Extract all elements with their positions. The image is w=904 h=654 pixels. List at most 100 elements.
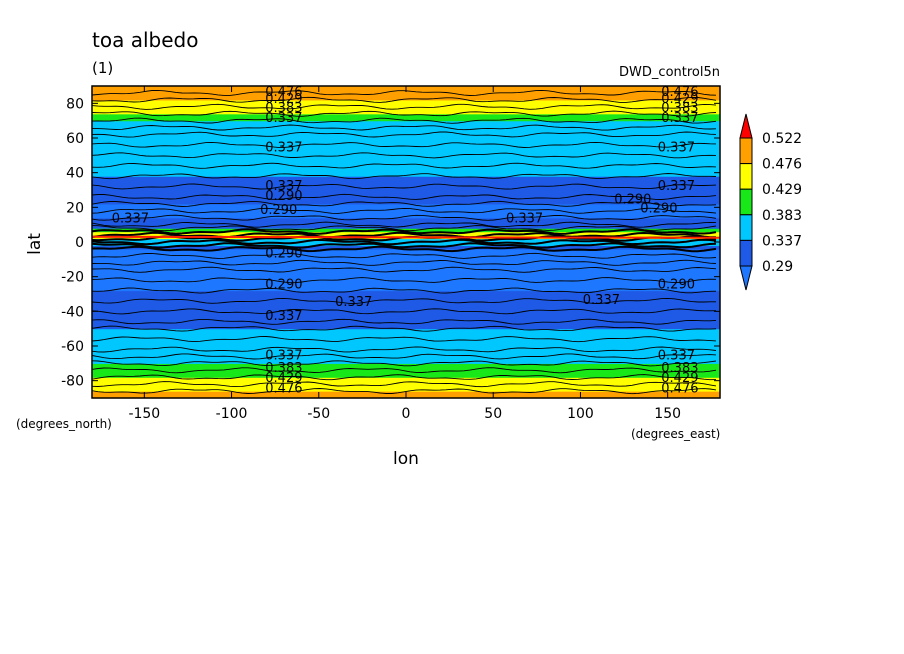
- contour-line: [91, 367, 717, 374]
- contour-line: [91, 336, 717, 343]
- contour-line: [91, 103, 717, 110]
- contour-line: [91, 110, 717, 117]
- contour-label: 0.476: [265, 85, 302, 100]
- contour-label: 0.290: [640, 201, 677, 216]
- contour-line: [91, 259, 717, 266]
- contour-label: 0.290: [265, 246, 302, 261]
- contour-label: 0.476: [661, 85, 698, 100]
- colorbar-label: 0.429: [762, 182, 802, 198]
- albedo-band: [92, 144, 720, 156]
- x-units-label: (degrees_east): [631, 427, 720, 441]
- albedo-band: [92, 210, 720, 219]
- y-tick-label: -60: [61, 339, 84, 355]
- contour-line: [91, 214, 717, 221]
- contour-line: [91, 287, 717, 294]
- x-tick-label: 50: [484, 406, 502, 422]
- contour-label: 0.337: [658, 179, 695, 194]
- contour-line: [91, 238, 717, 246]
- albedo-band: [92, 134, 720, 146]
- y-tick-label: 40: [66, 166, 84, 182]
- contour-line: [91, 318, 717, 325]
- x-axis-label: lon: [393, 449, 419, 469]
- contour-label: 0.337: [658, 349, 695, 364]
- albedo-band: [92, 127, 720, 136]
- contour-line: [91, 374, 717, 381]
- contour-label: 0.337: [335, 295, 372, 310]
- contour-line: [91, 266, 717, 273]
- contour-line: [91, 277, 717, 284]
- x-tick-label: -100: [216, 406, 248, 422]
- contour-label: 0.337: [265, 111, 302, 126]
- albedo-band: [92, 384, 720, 392]
- albedo-band: [92, 120, 720, 129]
- albedo-band: [92, 165, 720, 177]
- contour-line: [91, 360, 717, 367]
- albedo-band: [92, 176, 720, 188]
- albedo-band: [92, 92, 720, 101]
- contour-line: [91, 96, 717, 103]
- chart-title: toa albedo: [92, 28, 198, 52]
- albedo-band: [92, 311, 720, 323]
- albedo-band: [92, 300, 720, 312]
- albedo-band: [92, 155, 720, 167]
- colorbar-min-arrow: [739, 265, 753, 291]
- albedo-band: [92, 321, 720, 330]
- plot-area: 0.4760.4290.3830.3370.3370.3370.2900.290…: [91, 85, 721, 399]
- albedo-band: [92, 242, 720, 247]
- albedo-band: [92, 248, 720, 257]
- colorbar-swatch: [739, 163, 753, 190]
- y-axis-label: lat: [25, 233, 45, 255]
- y-axis-ticks: -80 -60 -40 -20 0 20 40 60 80: [61, 96, 720, 390]
- contour-line: [91, 141, 717, 148]
- albedo-band: [92, 363, 720, 371]
- albedo-band: [92, 224, 720, 229]
- y-units-label: (degrees_north): [16, 417, 112, 431]
- contour-label: 0.383: [265, 361, 302, 376]
- contour-label: 0.337: [112, 212, 149, 227]
- contour-lines: [91, 89, 721, 395]
- contour-label: 0.337: [265, 179, 302, 194]
- x-tick-label: -50: [307, 406, 330, 422]
- albedo-band: [92, 290, 720, 302]
- contour-line: [91, 228, 717, 235]
- contour-label: 0.476: [265, 382, 302, 397]
- contour-line: [91, 200, 717, 207]
- y-tick-label: 60: [66, 131, 84, 147]
- y-tick-label: 80: [66, 96, 84, 112]
- contour-line: [91, 381, 717, 388]
- x-tick-label: -150: [128, 406, 160, 422]
- colorbar-swatch: [739, 137, 753, 165]
- albedo-band: [92, 269, 720, 281]
- contour-line: [91, 221, 717, 228]
- contour-label: 0.476: [661, 382, 698, 397]
- contour-line: [91, 353, 717, 360]
- contour-line: [91, 231, 717, 239]
- contour-line: [91, 325, 717, 332]
- contour-line: [91, 117, 717, 124]
- contour-line: [91, 297, 716, 304]
- colorbar-swatch: [739, 214, 753, 241]
- albedo-band: [92, 356, 720, 364]
- contour-label: 0.337: [583, 293, 620, 308]
- contour-label: 0.290: [265, 278, 302, 293]
- albedo-band: [92, 217, 720, 226]
- contour-label: 0.429: [265, 92, 302, 107]
- contour-label: 0.290: [614, 193, 651, 208]
- contour-label: 0.429: [265, 371, 302, 386]
- contour-label: 0.337: [265, 309, 302, 324]
- contour-line: [91, 173, 717, 180]
- contour-line: [91, 245, 717, 253]
- albedo-band: [92, 370, 720, 378]
- colorbar: 0.522 0.476 0.429 0.383 0.337 0.29: [739, 113, 802, 291]
- contour-line: [91, 388, 717, 395]
- contour-line: [91, 252, 717, 259]
- contour-line: [91, 308, 717, 315]
- colorbar-max-arrow: [739, 113, 753, 139]
- contour-label: 0.290: [260, 203, 297, 218]
- contour-line: [91, 152, 717, 159]
- albedo-band: [92, 328, 720, 340]
- run-label: DWD_control5n: [619, 65, 720, 80]
- y-tick-label: -20: [61, 270, 84, 286]
- contour-line: [91, 225, 717, 232]
